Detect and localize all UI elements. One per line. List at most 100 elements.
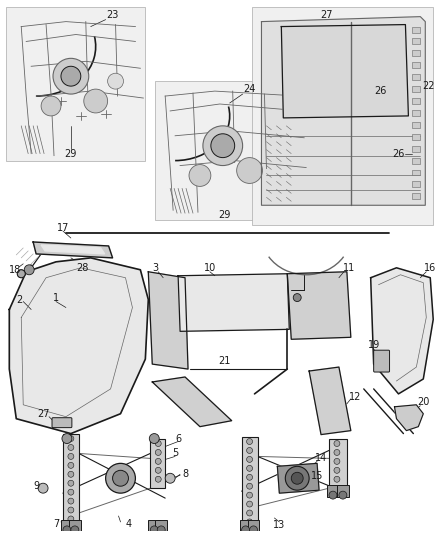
FancyBboxPatch shape — [412, 110, 420, 116]
Circle shape — [247, 474, 253, 480]
FancyBboxPatch shape — [412, 134, 420, 140]
Circle shape — [108, 73, 124, 89]
Circle shape — [68, 471, 74, 477]
Circle shape — [334, 458, 340, 464]
Circle shape — [62, 433, 72, 443]
Circle shape — [247, 448, 253, 454]
FancyBboxPatch shape — [412, 158, 420, 164]
Text: 10: 10 — [204, 263, 216, 273]
Polygon shape — [178, 274, 289, 332]
Text: 23: 23 — [106, 10, 119, 20]
Circle shape — [61, 66, 81, 86]
Circle shape — [155, 441, 161, 447]
FancyBboxPatch shape — [155, 81, 309, 220]
Circle shape — [17, 270, 25, 278]
Circle shape — [285, 466, 309, 490]
Circle shape — [334, 467, 340, 473]
FancyBboxPatch shape — [52, 418, 72, 427]
Text: 20: 20 — [417, 397, 430, 407]
Circle shape — [68, 489, 74, 495]
Text: 21: 21 — [219, 356, 231, 366]
Circle shape — [250, 526, 258, 533]
Text: 26: 26 — [374, 86, 387, 96]
Circle shape — [211, 134, 235, 158]
Circle shape — [149, 433, 159, 443]
Circle shape — [291, 472, 303, 484]
Text: 19: 19 — [367, 340, 380, 350]
Text: 22: 22 — [422, 81, 434, 91]
Text: 28: 28 — [77, 263, 89, 273]
Circle shape — [71, 526, 79, 533]
Text: 1: 1 — [53, 293, 59, 303]
FancyBboxPatch shape — [412, 27, 420, 33]
FancyBboxPatch shape — [412, 146, 420, 152]
Circle shape — [247, 456, 253, 462]
Polygon shape — [277, 463, 319, 493]
Text: 11: 11 — [343, 263, 355, 273]
Circle shape — [247, 483, 253, 489]
FancyBboxPatch shape — [412, 122, 420, 128]
Circle shape — [165, 473, 175, 483]
Text: 27: 27 — [37, 409, 49, 419]
Circle shape — [247, 501, 253, 507]
FancyBboxPatch shape — [69, 520, 81, 532]
Circle shape — [68, 480, 74, 486]
Circle shape — [293, 294, 301, 302]
Circle shape — [68, 498, 74, 504]
Text: 3: 3 — [152, 263, 158, 273]
Text: 18: 18 — [9, 265, 21, 275]
FancyBboxPatch shape — [61, 520, 73, 532]
Circle shape — [155, 467, 161, 473]
Circle shape — [68, 507, 74, 513]
Text: 4: 4 — [125, 519, 131, 529]
Circle shape — [237, 158, 262, 183]
Text: 27: 27 — [320, 10, 332, 20]
Text: 5: 5 — [172, 448, 178, 458]
Circle shape — [242, 526, 250, 533]
FancyBboxPatch shape — [412, 181, 420, 188]
Polygon shape — [395, 405, 423, 431]
Text: 29: 29 — [219, 210, 231, 220]
Circle shape — [247, 510, 253, 516]
Circle shape — [189, 165, 211, 187]
Circle shape — [329, 491, 337, 499]
Circle shape — [334, 449, 340, 455]
Text: 14: 14 — [315, 454, 327, 463]
Polygon shape — [152, 377, 232, 426]
Text: 2: 2 — [16, 295, 22, 304]
Polygon shape — [148, 272, 188, 369]
Circle shape — [38, 483, 48, 493]
Text: 15: 15 — [311, 471, 323, 481]
Text: 13: 13 — [273, 520, 286, 530]
Text: 7: 7 — [53, 519, 59, 529]
FancyBboxPatch shape — [412, 98, 420, 104]
FancyBboxPatch shape — [412, 62, 420, 68]
FancyBboxPatch shape — [327, 485, 339, 497]
FancyBboxPatch shape — [247, 520, 259, 532]
Circle shape — [155, 449, 161, 455]
Text: 6: 6 — [175, 433, 181, 443]
Text: 17: 17 — [57, 223, 69, 233]
FancyBboxPatch shape — [412, 86, 420, 92]
Circle shape — [63, 526, 71, 533]
Text: 8: 8 — [182, 469, 188, 479]
Polygon shape — [371, 268, 433, 394]
Polygon shape — [33, 242, 113, 258]
Circle shape — [155, 477, 161, 482]
Text: 29: 29 — [65, 149, 77, 159]
Circle shape — [68, 454, 74, 459]
FancyBboxPatch shape — [374, 350, 389, 372]
FancyBboxPatch shape — [329, 439, 347, 493]
Circle shape — [247, 465, 253, 471]
Polygon shape — [287, 272, 351, 340]
Circle shape — [203, 126, 243, 166]
Circle shape — [68, 445, 74, 450]
Text: 26: 26 — [392, 149, 405, 159]
Circle shape — [106, 463, 135, 493]
Text: 12: 12 — [349, 392, 361, 402]
FancyBboxPatch shape — [150, 439, 165, 488]
FancyBboxPatch shape — [155, 520, 167, 532]
Circle shape — [68, 462, 74, 469]
Circle shape — [339, 491, 347, 499]
Circle shape — [157, 526, 165, 533]
